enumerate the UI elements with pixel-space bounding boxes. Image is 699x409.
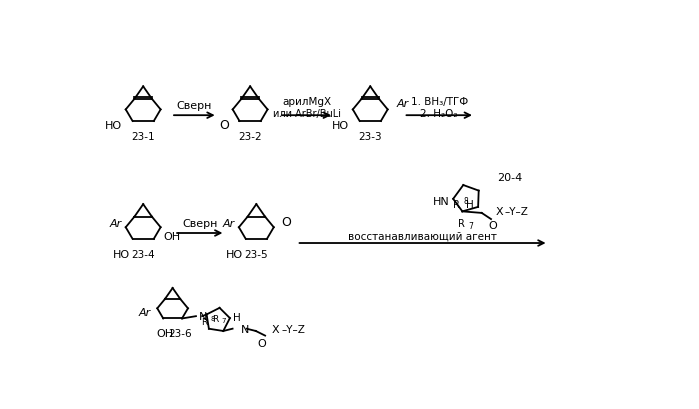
Text: H: H	[233, 312, 241, 322]
Text: N: N	[241, 324, 250, 334]
Text: 2. H₂O₂: 2. H₂O₂	[421, 109, 458, 119]
Text: Ar: Ar	[110, 219, 122, 229]
Text: X: X	[496, 207, 503, 217]
Text: 20-4: 20-4	[497, 172, 522, 182]
Text: 23-2: 23-2	[238, 132, 262, 142]
Text: R: R	[201, 317, 208, 326]
Text: OH: OH	[157, 328, 173, 338]
Text: Сверн: Сверн	[177, 101, 212, 111]
Text: HN: HN	[433, 197, 449, 207]
Text: –Y–Z: –Y–Z	[282, 325, 305, 335]
Text: 23-3: 23-3	[359, 132, 382, 142]
Text: 7: 7	[468, 222, 473, 231]
Text: R: R	[458, 219, 465, 229]
Text: O: O	[282, 215, 291, 228]
Text: HO: HO	[113, 249, 130, 259]
Text: Ar: Ar	[139, 308, 151, 317]
Text: H: H	[466, 199, 474, 209]
Text: Сверн: Сверн	[182, 218, 217, 229]
Text: R: R	[212, 314, 218, 323]
Text: HO: HO	[331, 121, 349, 130]
Text: 23-4: 23-4	[131, 249, 155, 259]
Text: O: O	[258, 339, 266, 348]
Text: O: O	[219, 118, 229, 131]
Text: 7: 7	[221, 317, 226, 323]
Text: 8: 8	[210, 315, 215, 321]
Text: 1. BH₃/ТГФ: 1. BH₃/ТГФ	[410, 97, 468, 107]
Text: 23-6: 23-6	[168, 329, 192, 339]
Text: N: N	[199, 311, 208, 321]
Text: HO: HO	[105, 121, 122, 130]
Text: Ar: Ar	[397, 99, 409, 109]
Text: или ArBr/BuLi: или ArBr/BuLi	[273, 109, 340, 119]
Text: 23-5: 23-5	[245, 249, 268, 259]
Text: HO: HO	[226, 249, 243, 259]
Text: O: O	[488, 221, 497, 231]
Text: R: R	[453, 199, 460, 209]
Text: 8: 8	[463, 197, 468, 206]
Text: OH: OH	[163, 232, 180, 242]
Text: арилMgX: арилMgX	[282, 97, 331, 107]
Text: Ar: Ar	[223, 219, 235, 229]
Text: –Y–Z: –Y–Z	[505, 207, 529, 217]
Text: X: X	[271, 325, 279, 335]
Text: восстанавливающий агент: восстанавливающий агент	[347, 231, 496, 241]
Text: 23-1: 23-1	[131, 132, 155, 142]
